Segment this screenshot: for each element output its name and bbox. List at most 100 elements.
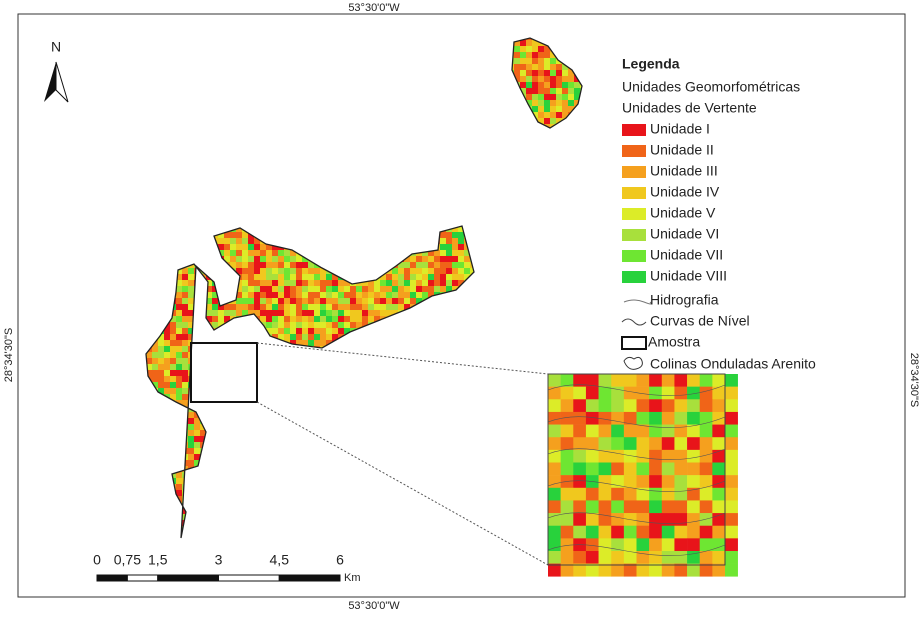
raster-cell — [338, 268, 344, 274]
raster-cell — [380, 358, 386, 364]
raster-cell — [538, 46, 544, 52]
raster-cell — [350, 268, 356, 274]
raster-cell — [568, 88, 574, 94]
raster-cell — [296, 538, 302, 544]
raster-cell — [206, 532, 212, 538]
raster-cell — [725, 475, 738, 488]
raster-cell — [272, 466, 278, 472]
raster-cell — [410, 268, 416, 274]
raster-cell — [254, 268, 260, 274]
raster-cell — [674, 500, 687, 513]
raster-cell — [440, 268, 446, 274]
raster-cell — [206, 358, 212, 364]
raster-cell — [526, 46, 532, 52]
raster-cell — [386, 244, 392, 250]
raster-cell — [284, 454, 290, 460]
raster-cell — [599, 399, 612, 412]
raster-cell — [548, 425, 561, 438]
raster-cell — [230, 520, 236, 526]
raster-cell — [194, 484, 200, 490]
raster-cell — [368, 430, 374, 436]
raster-cell — [176, 424, 182, 430]
raster-cell — [356, 442, 362, 448]
raster-cell — [254, 520, 260, 526]
scale-label: 4,5 — [270, 552, 290, 568]
raster-cell — [452, 238, 458, 244]
raster-cell — [599, 437, 612, 450]
raster-cell — [146, 466, 152, 472]
raster-cell — [272, 376, 278, 382]
raster-cell — [422, 454, 428, 460]
raster-cell — [164, 544, 170, 550]
raster-cell — [254, 322, 260, 328]
raster-cell — [146, 232, 152, 238]
raster-cell — [434, 364, 440, 370]
raster-cell — [338, 316, 344, 322]
raster-cell — [662, 513, 675, 526]
raster-cell — [200, 376, 206, 382]
leader-line — [257, 402, 548, 565]
raster-cell — [368, 328, 374, 334]
raster-cell — [573, 450, 586, 463]
raster-cell — [580, 34, 586, 40]
raster-cell — [314, 520, 320, 526]
raster-cell — [410, 538, 416, 544]
raster-cell — [410, 478, 416, 484]
raster-cell — [338, 286, 344, 292]
raster-cell — [146, 334, 152, 340]
raster-cell — [200, 508, 206, 514]
raster-cell — [260, 256, 266, 262]
raster-cell — [687, 450, 700, 463]
raster-cell — [452, 544, 458, 550]
raster-cell — [374, 328, 380, 334]
raster-cell — [140, 472, 146, 478]
raster-cell — [302, 490, 308, 496]
raster-cell — [674, 513, 687, 526]
raster-cell — [290, 382, 296, 388]
raster-cell — [422, 262, 428, 268]
raster-cell — [230, 256, 236, 262]
raster-cell — [284, 334, 290, 340]
raster-cell — [212, 316, 218, 322]
raster-cell — [386, 394, 392, 400]
raster-cell — [568, 52, 574, 58]
raster-cell — [212, 310, 218, 316]
raster-cell — [568, 124, 574, 130]
raster-cell — [332, 454, 338, 460]
raster-cell — [580, 46, 586, 52]
raster-cell — [170, 466, 176, 472]
raster-cell — [260, 262, 266, 268]
raster-cell — [452, 358, 458, 364]
raster-cell — [508, 100, 514, 106]
raster-cell — [434, 532, 440, 538]
raster-cell — [218, 292, 224, 298]
raster-cell — [194, 430, 200, 436]
raster-cell — [434, 394, 440, 400]
raster-cell — [242, 526, 248, 532]
raster-cell — [476, 316, 482, 322]
raster-cell — [410, 496, 416, 502]
raster-cell — [254, 304, 260, 310]
raster-cell — [146, 388, 152, 394]
raster-cell — [398, 466, 404, 472]
raster-cell — [350, 346, 356, 352]
raster-cell — [674, 425, 687, 438]
raster-cell — [206, 352, 212, 358]
raster-cell — [356, 520, 362, 526]
raster-cell — [146, 274, 152, 280]
north-arrow: N — [44, 39, 68, 102]
raster-cell — [320, 418, 326, 424]
raster-cell — [218, 478, 224, 484]
raster-cell — [392, 514, 398, 520]
raster-cell — [290, 502, 296, 508]
raster-cell — [374, 538, 380, 544]
raster-cell — [344, 424, 350, 430]
raster-cell — [350, 436, 356, 442]
map: 53°30'0"W 53°30'0"W 28°34'30"S 28°34'30"… — [0, 0, 921, 614]
raster-cell — [556, 88, 562, 94]
raster-cell — [380, 352, 386, 358]
raster-cell — [224, 502, 230, 508]
raster-cell — [272, 268, 278, 274]
raster-cell — [248, 454, 254, 460]
raster-cell — [326, 538, 332, 544]
